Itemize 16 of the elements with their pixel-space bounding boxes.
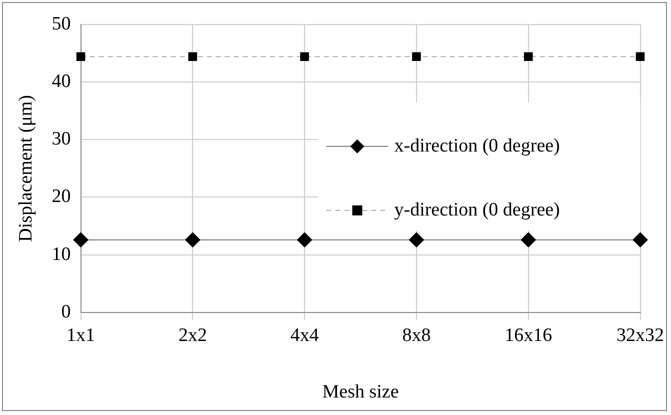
- x-tick-label: 1x1: [66, 324, 96, 346]
- y-tick-label: 0: [61, 301, 71, 322]
- y-tick-label: 50: [52, 13, 71, 34]
- y-tick-label: 10: [52, 244, 71, 265]
- x-tick-label: 32x32: [616, 324, 664, 346]
- x-tick-label: 2x2: [178, 324, 207, 346]
- y-axis-title: Displacement (μm): [15, 94, 36, 242]
- y-tick-label: 20: [52, 186, 71, 208]
- x-tick-label: 8x8: [402, 324, 431, 346]
- legend-label: x-direction (0 degree): [394, 135, 560, 156]
- y-tick-label: 30: [52, 128, 71, 150]
- x-tick-label: 4x4: [290, 324, 320, 346]
- x-tick-label: 16x16: [504, 324, 552, 346]
- y-tick-label: 40: [52, 70, 71, 92]
- x-axis-title: Mesh size: [322, 382, 399, 403]
- legend-label: y-direction (0 degree): [394, 199, 560, 220]
